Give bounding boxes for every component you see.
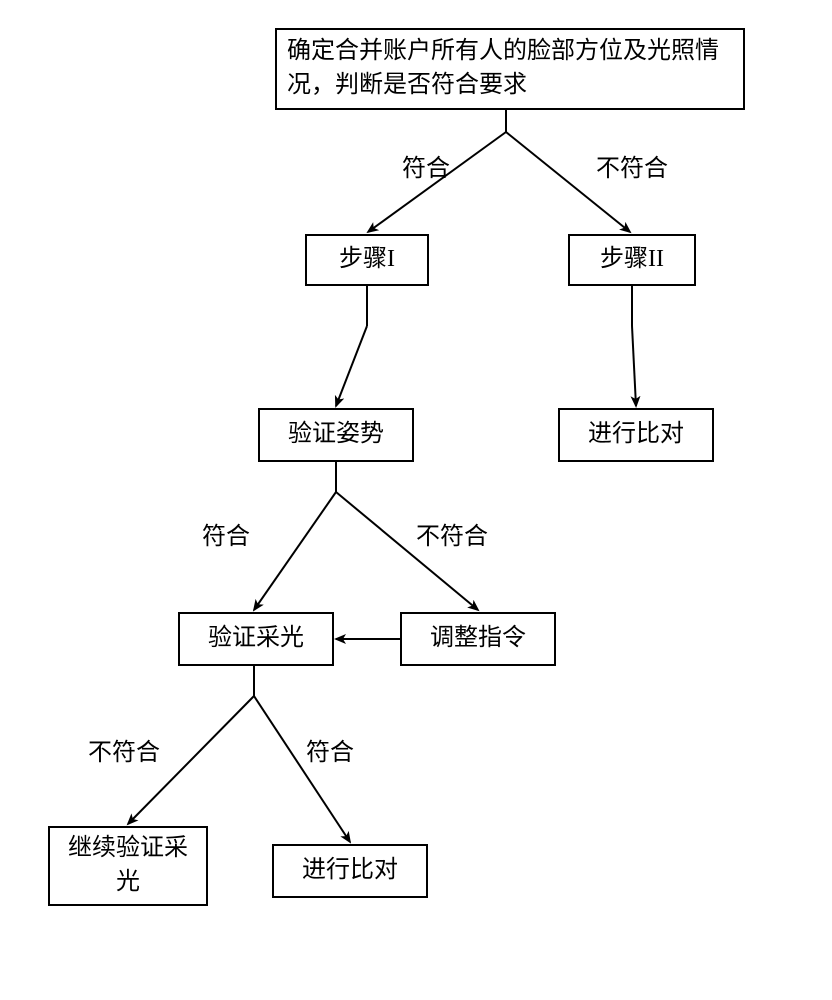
node-compare-right: 进行比对 (558, 408, 714, 462)
node-step2: 步骤II (568, 234, 696, 286)
edge-label-root-left: 符合 (402, 148, 450, 183)
node-root: 确定合并账户所有人的脸部方位及光照情况，判断是否符合要求 (275, 28, 745, 110)
node-step1: 步骤I (305, 234, 429, 286)
node-continue-light: 继续验证采光 (48, 826, 208, 906)
edge-label-root-right: 不符合 (596, 148, 668, 183)
edge-label-pose-left: 符合 (202, 516, 250, 551)
node-verify-pose: 验证姿势 (258, 408, 414, 462)
edge-label-light-left: 不符合 (88, 732, 160, 767)
node-adjust-cmd: 调整指令 (400, 612, 556, 666)
node-compare-bottom: 进行比对 (272, 844, 428, 898)
edge-label-light-right: 符合 (306, 732, 354, 767)
node-verify-light: 验证采光 (178, 612, 334, 666)
edge-label-pose-right: 不符合 (416, 516, 488, 551)
